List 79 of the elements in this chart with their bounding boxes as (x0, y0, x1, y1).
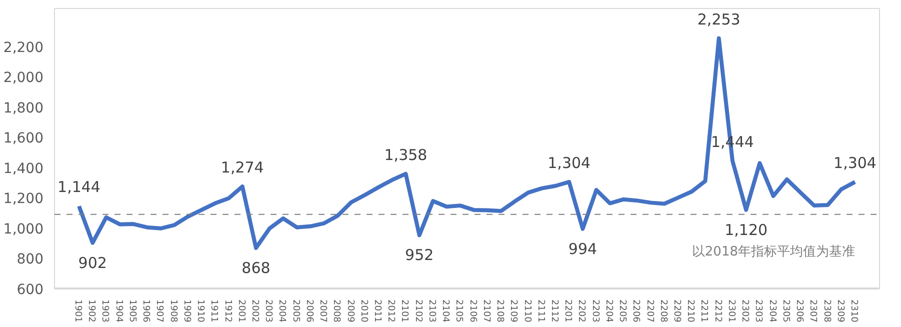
data-label: 1,304 (834, 154, 876, 172)
x-tick-label: 2310 (848, 300, 858, 323)
y-tick-label: 1,800 (3, 100, 44, 116)
y-tick-label: 1,200 (3, 191, 44, 208)
x-tick-label: 2202 (576, 300, 586, 322)
y-tick-label: 600 (16, 282, 44, 298)
x-tick-label: 2004 (276, 300, 287, 323)
x-tick-label: 2007 (318, 300, 328, 322)
x-tick-label: 2107 (480, 300, 491, 322)
x-tick-label: 2104 (440, 300, 450, 323)
x-tick-label: 2201 (562, 300, 573, 322)
x-tick-label: 1911 (208, 300, 219, 322)
x-tick-label: 2303 (753, 300, 764, 322)
x-tick-label: 2105 (454, 300, 464, 322)
x-tick-label: 2203 (590, 300, 600, 322)
data-label: 1,144 (58, 178, 100, 196)
ref-line-label: 以2018年指标平均值为基准 (692, 244, 856, 260)
x-tick-label: 2005 (290, 300, 300, 322)
x-tick-label: 2003 (263, 300, 274, 322)
x-tick-label: 2302 (740, 300, 750, 322)
x-tick-label: 2308 (821, 300, 832, 323)
x-tick-label: 2109 (508, 300, 518, 323)
y-tick-label: 1,400 (3, 160, 44, 177)
x-tick-label: 2301 (726, 300, 736, 322)
x-tick-label: 2309 (834, 300, 845, 323)
x-tick-label: 2010 (358, 300, 368, 323)
y-tick-label: 1,600 (3, 130, 44, 147)
y-tick-label: 2,000 (3, 70, 44, 86)
data-label: 902 (78, 254, 107, 272)
x-tick-label: 2305 (780, 300, 790, 322)
x-tick-label: 2006 (304, 300, 314, 323)
x-tick-label: 2307 (808, 300, 818, 322)
y-tick-label: 1,000 (3, 221, 44, 238)
x-tick-label: 1901 (72, 300, 83, 322)
x-tick-label: 2206 (630, 300, 641, 323)
x-tick-label: 2008 (331, 300, 342, 323)
y-tick-label: 800 (16, 252, 44, 268)
x-tick-label: 2009 (344, 300, 355, 323)
x-tick-label: 1912 (222, 300, 232, 322)
data-label: 1,358 (384, 146, 428, 164)
x-tick-label: 1903 (100, 300, 110, 322)
data-label: 1,120 (724, 220, 768, 239)
x-tick-label: 2306 (794, 300, 804, 323)
x-tick-label: 2002 (249, 300, 260, 322)
x-tick-label: 2101 (399, 300, 410, 322)
x-tick-label: 1910 (195, 300, 206, 323)
data-label: 952 (405, 246, 434, 264)
x-tick-label: 2204 (603, 300, 614, 323)
x-tick-label: 1909 (181, 300, 192, 323)
x-tick-label: 2110 (522, 300, 532, 323)
x-tick-label: 2011 (372, 300, 382, 322)
data-label: 1,274 (220, 158, 264, 176)
x-tick-label: 2304 (766, 300, 777, 323)
x-tick-label: 2012 (386, 300, 396, 322)
x-tick-label: 2212 (712, 300, 722, 322)
x-tick-label: 2111 (535, 300, 546, 322)
data-label: 868 (242, 258, 270, 277)
data-label: 1,304 (548, 154, 591, 172)
x-tick-label: 2208 (658, 300, 668, 323)
data-label: 2,253 (697, 10, 740, 28)
x-tick-label: 2205 (617, 300, 628, 322)
x-tick-label: 2207 (644, 300, 654, 322)
x-tick-label: 1904 (113, 300, 124, 323)
x-tick-label: 2209 (672, 300, 682, 323)
x-tick-label: 1908 (168, 300, 178, 323)
x-tick-label: 2211 (698, 300, 709, 322)
x-tick-label: 2108 (494, 300, 505, 323)
x-tick-label: 1905 (126, 300, 137, 322)
x-tick-label: 1902 (86, 300, 96, 322)
x-tick-label: 2210 (685, 300, 696, 323)
x-tick-label: 1907 (154, 300, 164, 322)
x-tick-label: 1906 (140, 300, 151, 323)
x-tick-label: 2102 (412, 300, 423, 322)
x-tick-label: 2103 (426, 300, 436, 322)
x-tick-label: 2106 (467, 300, 478, 323)
x-tick-label: 2112 (548, 300, 559, 322)
y-tick-label: 2,200 (3, 40, 44, 56)
x-tick-label: 2001 (236, 300, 246, 322)
data-label: 994 (568, 240, 598, 258)
